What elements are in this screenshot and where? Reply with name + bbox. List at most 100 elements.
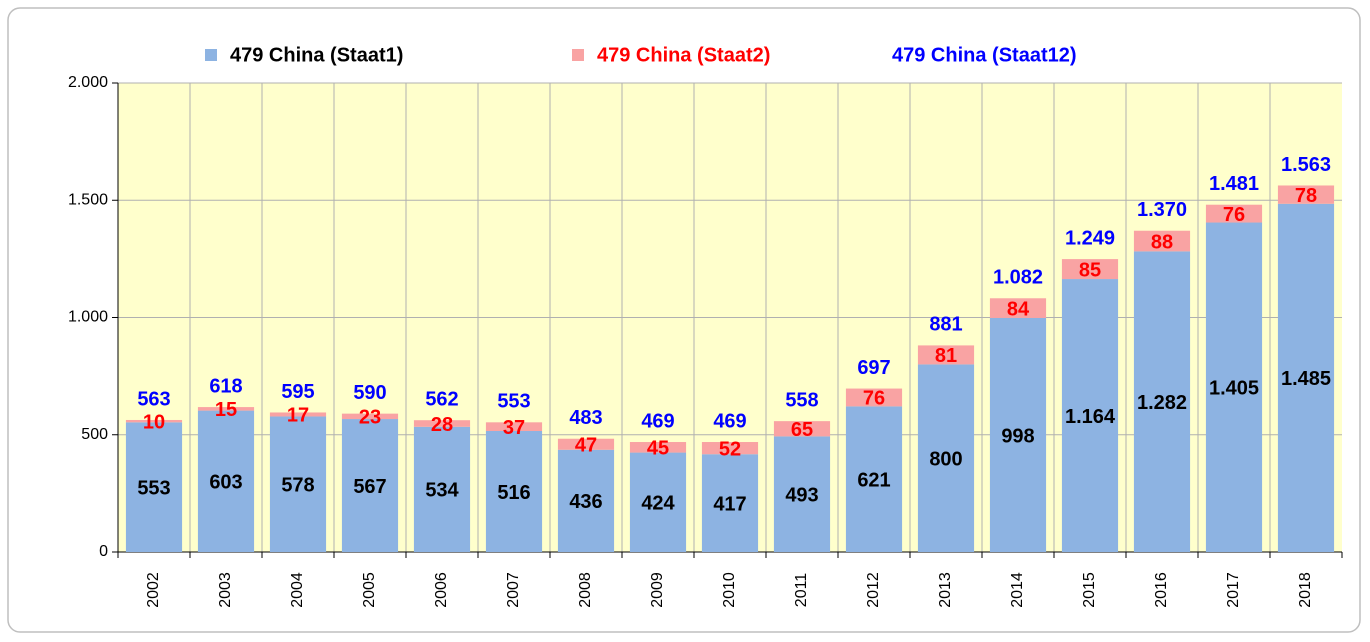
data-label: 23 (359, 407, 381, 429)
bar-segment (557, 449, 615, 552)
legend-label: 479 China (Staat2) (597, 44, 770, 66)
data-label: 417 (713, 493, 746, 515)
data-label: 621 (857, 469, 890, 491)
x-tick-label: 2017 (1225, 572, 1242, 608)
data-label: 45 (647, 438, 669, 460)
bar-segment (1133, 230, 1191, 252)
total-label: 618 (209, 375, 242, 397)
total-label: 1.481 (1209, 173, 1259, 195)
data-label: 1.485 (1281, 368, 1331, 390)
x-tick-label: 2004 (289, 572, 306, 608)
bar-segment (1277, 203, 1335, 552)
y-tick-label: 2.000 (68, 74, 108, 91)
legend-label: 479 China (Staat12) (892, 44, 1077, 66)
total-label: 553 (497, 391, 530, 413)
x-tick-label: 2005 (361, 572, 378, 608)
x-tick-label: 2007 (505, 572, 522, 608)
total-label: 469 (713, 410, 746, 432)
bar-segment (197, 407, 255, 411)
bar-segment (773, 436, 831, 552)
bar-segment (845, 406, 903, 552)
y-tick-label: 1.000 (68, 309, 108, 326)
total-label: 1.082 (993, 267, 1043, 289)
bar-segment (629, 442, 687, 453)
x-tick-label: 2003 (217, 572, 234, 608)
data-label: 15 (215, 399, 237, 421)
total-label: 1.563 (1281, 154, 1331, 176)
bar-segment (1205, 204, 1263, 223)
x-tick-label: 2015 (1081, 572, 1098, 608)
data-label: 436 (569, 491, 602, 513)
bar-segment (629, 452, 687, 552)
bar-segment (1205, 222, 1263, 552)
data-label: 603 (209, 472, 242, 494)
bar-segment (413, 420, 471, 427)
data-label: 578 (281, 475, 314, 497)
bar-segment (1061, 259, 1119, 280)
total-label: 562 (425, 388, 458, 410)
data-label: 493 (785, 484, 818, 506)
bar-segment (917, 364, 975, 552)
x-tick-label: 2010 (721, 572, 738, 608)
data-label: 998 (1001, 425, 1034, 447)
legend-marker (205, 49, 217, 61)
bar-segment (125, 422, 183, 552)
x-tick-label: 2012 (865, 572, 882, 608)
total-label: 483 (569, 407, 602, 429)
x-tick-label: 2008 (577, 572, 594, 608)
y-tick-label: 500 (81, 426, 108, 443)
bar-segment (269, 412, 327, 417)
bar-segment (845, 388, 903, 407)
data-label: 52 (719, 438, 741, 460)
data-label: 78 (1295, 185, 1317, 207)
bar-segment (269, 416, 327, 552)
x-tick-label: 2011 (793, 573, 810, 608)
y-tick-label: 1.500 (68, 191, 108, 208)
legend-marker (572, 49, 584, 61)
bar-segment (701, 454, 759, 552)
data-label: 81 (935, 345, 957, 367)
bar-segment (485, 422, 543, 431)
data-label: 37 (503, 417, 525, 439)
data-label: 1.282 (1137, 392, 1187, 414)
bar-segment (773, 421, 831, 437)
x-tick-label: 2006 (433, 572, 450, 608)
total-label: 1.370 (1137, 199, 1187, 221)
bar-segment (341, 419, 399, 552)
total-label: 558 (785, 389, 818, 411)
total-label: 595 (281, 381, 314, 403)
data-label: 88 (1151, 231, 1173, 253)
data-label: 85 (1079, 259, 1101, 281)
data-label: 516 (497, 482, 530, 504)
bar-segment (125, 419, 183, 423)
data-label: 28 (431, 414, 453, 436)
bar-segment (989, 298, 1047, 318)
bar-segment (557, 438, 615, 450)
bar-segment (413, 426, 471, 552)
x-tick-label: 2016 (1153, 572, 1170, 608)
data-label: 1.405 (1209, 378, 1259, 400)
data-label: 17 (287, 405, 309, 427)
total-label: 697 (857, 357, 890, 379)
bar-segment (197, 410, 255, 552)
data-label: 65 (791, 419, 813, 441)
data-label: 567 (353, 476, 386, 498)
data-label: 424 (641, 493, 675, 515)
bar-segment (1061, 279, 1119, 552)
y-tick-label: 0 (99, 543, 108, 560)
bar-segment (341, 413, 399, 420)
legend-label: 479 China (Staat1) (230, 44, 403, 66)
total-label: 590 (353, 382, 386, 404)
data-label: 553 (137, 477, 170, 499)
x-tick-label: 2002 (145, 572, 162, 608)
data-label: 84 (1007, 298, 1030, 320)
data-label: 47 (575, 435, 597, 457)
bar-segment (1133, 251, 1191, 552)
x-tick-label: 2009 (649, 572, 666, 608)
bar-segment (1277, 185, 1335, 204)
data-label: 534 (425, 480, 459, 502)
bar-segment (917, 345, 975, 365)
x-tick-label: 2014 (1009, 572, 1026, 608)
data-label: 76 (863, 388, 885, 410)
